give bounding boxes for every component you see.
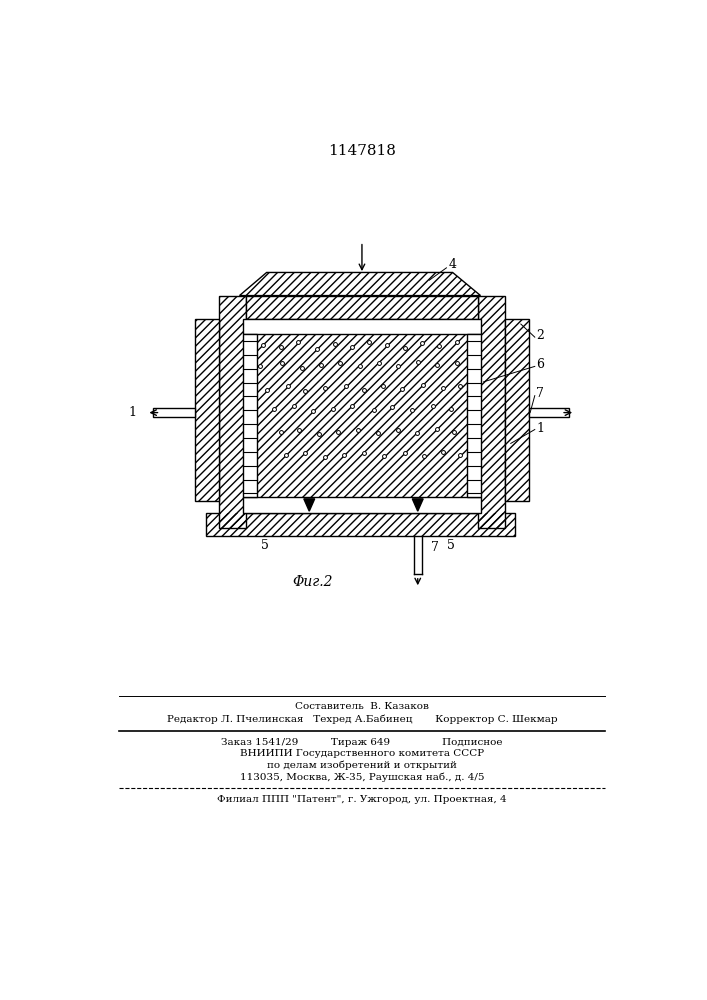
Bar bbox=[478, 296, 506, 528]
Polygon shape bbox=[412, 499, 423, 511]
Bar bbox=[478, 296, 506, 528]
Bar bbox=[243, 334, 481, 497]
Text: Составитель  В. Казаков: Составитель В. Казаков bbox=[295, 702, 429, 711]
Bar bbox=[195, 319, 218, 501]
Bar bbox=[506, 319, 529, 501]
Text: 4: 4 bbox=[449, 258, 457, 271]
Bar bbox=[206, 513, 515, 536]
Polygon shape bbox=[304, 499, 315, 511]
Text: 1: 1 bbox=[129, 406, 136, 419]
Text: 113035, Москва, Ж-35, Раушская наб., д. 4/5: 113035, Москва, Ж-35, Раушская наб., д. … bbox=[240, 772, 484, 782]
Text: 7: 7 bbox=[537, 387, 544, 400]
Text: 1: 1 bbox=[537, 422, 544, 434]
Bar bbox=[243, 497, 481, 513]
Text: 5: 5 bbox=[261, 539, 269, 552]
Polygon shape bbox=[240, 272, 481, 296]
Text: 2: 2 bbox=[537, 329, 544, 342]
Bar bbox=[246, 296, 478, 319]
Bar bbox=[243, 334, 481, 497]
Bar bbox=[243, 334, 257, 497]
Bar bbox=[467, 334, 481, 497]
Bar bbox=[206, 513, 515, 536]
Bar bbox=[529, 408, 569, 417]
Text: 7: 7 bbox=[431, 541, 439, 554]
Bar bbox=[506, 319, 529, 501]
Bar bbox=[246, 296, 478, 319]
Bar bbox=[153, 408, 195, 417]
Text: Филиал ППП "Патент", г. Ужгород, ул. Проектная, 4: Филиал ППП "Патент", г. Ужгород, ул. Про… bbox=[217, 795, 507, 804]
Text: Редактор Л. Пчелинская   Техред А.Бабинец       Корректор С. Шекмар: Редактор Л. Пчелинская Техред А.Бабинец … bbox=[167, 714, 557, 724]
Text: Заказ 1541/29          Тираж 649                Подписное: Заказ 1541/29 Тираж 649 Подписное bbox=[221, 738, 503, 747]
Bar bbox=[243, 319, 481, 334]
Bar bbox=[243, 497, 481, 513]
Text: 6: 6 bbox=[537, 358, 544, 371]
Text: 5: 5 bbox=[447, 539, 455, 552]
Bar bbox=[243, 319, 481, 334]
Text: по делам изобретений и открытий: по делам изобретений и открытий bbox=[267, 761, 457, 770]
Text: 1147818: 1147818 bbox=[328, 144, 396, 158]
Bar bbox=[195, 319, 218, 501]
Text: ВНИИПИ Государственного комитета СССР: ВНИИПИ Государственного комитета СССР bbox=[240, 749, 484, 758]
Bar bbox=[218, 296, 246, 528]
Text: Φиг.2: Φиг.2 bbox=[293, 575, 334, 589]
Bar bbox=[218, 296, 246, 528]
